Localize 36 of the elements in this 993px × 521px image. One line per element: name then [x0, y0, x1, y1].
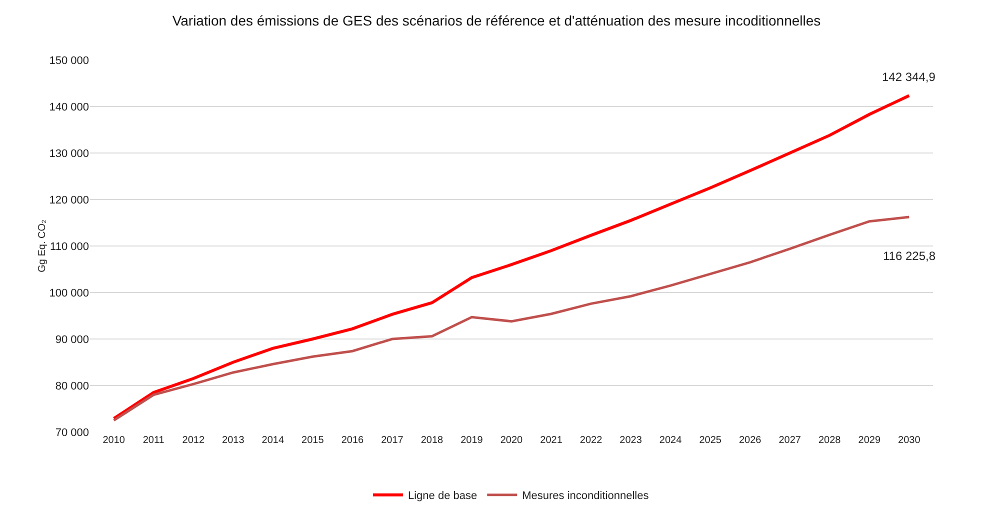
y-tick-label: 140 000 — [49, 101, 89, 114]
x-tick-label: 2011 — [142, 435, 165, 446]
y-tick-label: 130 000 — [49, 148, 89, 160]
legend-label: Mesures inconditionnelles — [522, 490, 650, 502]
x-tick-label: 2020 — [500, 435, 524, 446]
x-tick-label: 2025 — [699, 435, 722, 446]
x-tick-label: 2019 — [460, 435, 484, 446]
x-tick-label: 2012 — [182, 435, 205, 446]
legend-label: Ligne de base — [408, 490, 478, 502]
x-tick-label: 2013 — [222, 435, 245, 446]
y-tick-label: 90 000 — [55, 334, 89, 346]
y-tick-label: 110 000 — [50, 240, 89, 253]
x-tick-label: 2028 — [818, 435, 842, 446]
x-tick-label: 2024 — [659, 435, 682, 446]
data-label: 142 344,9 — [882, 70, 936, 84]
data-label: 116 225,8 — [883, 249, 936, 263]
x-tick-label: 2016 — [341, 435, 364, 446]
y-tick-label: 120 000 — [49, 194, 89, 206]
x-tick-label: 2018 — [420, 435, 444, 446]
x-tick-label: 2022 — [580, 435, 603, 446]
x-tick-label: 2029 — [858, 435, 881, 446]
y-tick-label: 70 000 — [55, 426, 89, 439]
x-tick-label: 2017 — [381, 435, 404, 446]
chart-title: Variation des émissions de GES des scénarios de référence et d'atténuation des mesure incoditionnelles — [172, 12, 821, 28]
y-tick-label: 100 000 — [49, 287, 89, 300]
x-tick-label: 2010 — [102, 435, 126, 446]
x-tick-label: 2027 — [778, 435, 802, 446]
x-tick-label: 2021 — [540, 435, 563, 446]
x-tick-label: 2023 — [620, 435, 642, 446]
x-tick-label: 2014 — [262, 435, 284, 446]
y-tick-label: 150 000 — [49, 54, 89, 67]
x-tick-label: 2030 — [898, 435, 921, 446]
x-tick-label: 2015 — [302, 435, 324, 446]
x-tick-label: 2026 — [738, 435, 762, 446]
y-tick-label: 80 000 — [55, 380, 89, 392]
y-axis-title: Gg Eq. CO₂ — [37, 219, 48, 272]
